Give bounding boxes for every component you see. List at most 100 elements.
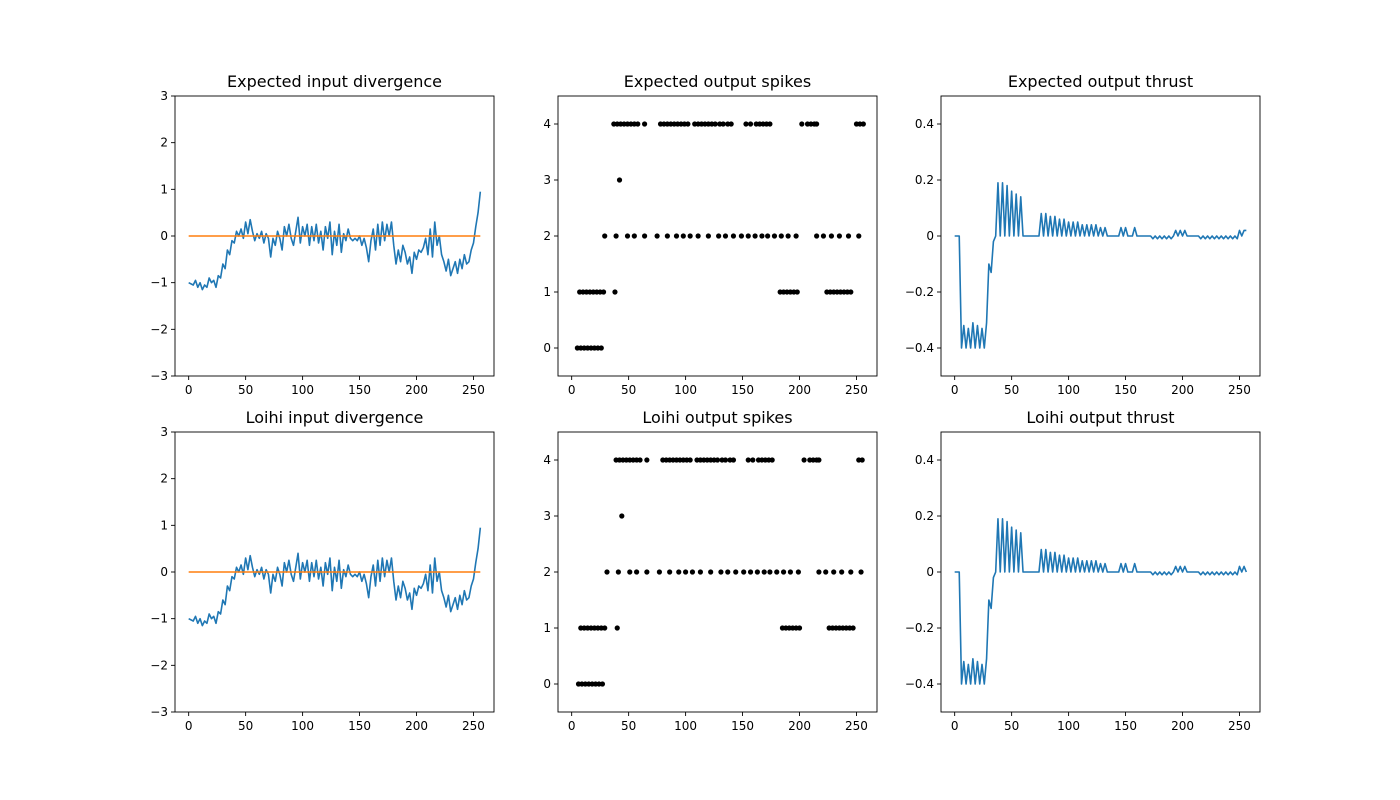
spike-point bbox=[747, 121, 754, 127]
spike-point bbox=[624, 233, 631, 239]
spike-point bbox=[673, 233, 680, 239]
spike-point bbox=[656, 569, 663, 575]
spike-point bbox=[793, 233, 799, 239]
spike-point bbox=[644, 569, 650, 575]
x-tick-label: 150 bbox=[731, 719, 754, 733]
y-tick-label: 4 bbox=[543, 117, 551, 131]
x-tick-label: 200 bbox=[405, 719, 428, 733]
spike-point bbox=[820, 233, 827, 239]
spike-point bbox=[836, 233, 843, 239]
y-tick-label: 3 bbox=[543, 509, 551, 523]
y-tick-label: −0.4 bbox=[905, 341, 934, 355]
spike-point bbox=[635, 121, 641, 127]
x-tick-label: 0 bbox=[568, 383, 576, 397]
plot-area bbox=[954, 182, 1247, 349]
subplot-2: Expected output spikes 0 50 100 150 200 250 0 1 2… bbox=[543, 72, 878, 397]
spike-point bbox=[752, 233, 758, 239]
subplot-4: Loihi input divergence 0 50 100 150 200 250 −3 −… bbox=[150, 408, 495, 733]
x-tick-label: 0 bbox=[185, 383, 193, 397]
spike-point bbox=[599, 681, 606, 687]
spike-point bbox=[816, 569, 822, 575]
spike-point bbox=[733, 569, 739, 575]
spike-point bbox=[602, 233, 608, 239]
x-tick-label: 250 bbox=[462, 719, 485, 733]
spike-point bbox=[816, 457, 822, 463]
spike-point bbox=[780, 569, 787, 575]
y-tick-label: 0 bbox=[926, 229, 934, 243]
x-tick-label: 200 bbox=[788, 719, 811, 733]
plot-area bbox=[575, 457, 865, 687]
spike-point bbox=[600, 289, 607, 295]
subplot-6: Loihi output thrust 0 50 100 150 200 250 −0.4 −0… bbox=[905, 408, 1261, 733]
subplot-title: Expected output spikes bbox=[624, 72, 811, 91]
x-tick-label: 150 bbox=[348, 719, 371, 733]
spike-point bbox=[767, 569, 773, 575]
x-tick-label: 100 bbox=[674, 383, 697, 397]
spike-point bbox=[627, 569, 633, 575]
spike-point bbox=[785, 233, 791, 239]
spike-point bbox=[725, 569, 731, 575]
x-tick-label: 50 bbox=[238, 719, 253, 733]
spike-point bbox=[778, 233, 784, 239]
y-tick-label: 0.2 bbox=[915, 173, 934, 187]
spike-point bbox=[712, 121, 718, 127]
spike-point bbox=[667, 569, 673, 575]
y-tick-label: 0 bbox=[543, 341, 551, 355]
x-tick-label: 100 bbox=[291, 719, 314, 733]
spike-point bbox=[795, 569, 801, 575]
spike-point bbox=[708, 569, 714, 575]
spike-point bbox=[598, 345, 604, 351]
y-tick-label: 1 bbox=[160, 518, 168, 532]
spike-point bbox=[685, 121, 691, 127]
y-tick-label: 3 bbox=[160, 89, 168, 103]
spike-point bbox=[738, 233, 745, 239]
x-tick-label: 200 bbox=[405, 383, 428, 397]
spike-point bbox=[687, 457, 693, 463]
spike-point bbox=[831, 569, 837, 575]
y-tick-label: 3 bbox=[160, 425, 168, 439]
y-tick-label: −0.4 bbox=[905, 677, 934, 691]
y-tick-label: −3 bbox=[150, 705, 168, 719]
spike-point bbox=[614, 625, 620, 631]
spike-point bbox=[848, 289, 854, 295]
spike-point bbox=[631, 233, 637, 239]
spike-point bbox=[722, 457, 729, 463]
spike-point bbox=[613, 233, 619, 239]
spike-point bbox=[771, 233, 778, 239]
spike-point bbox=[765, 233, 771, 239]
x-tick-label: 250 bbox=[845, 383, 868, 397]
subplot-1: Expected input divergence 0 50 100 150 200 250… bbox=[150, 72, 495, 397]
spike-point bbox=[718, 569, 724, 575]
spike-point bbox=[741, 569, 747, 575]
spike-point bbox=[683, 569, 689, 575]
series-line-1 bbox=[954, 182, 1247, 349]
series-line-1 bbox=[188, 191, 482, 291]
x-tick-label: 150 bbox=[1114, 383, 1137, 397]
spike-point bbox=[728, 121, 734, 127]
x-tick-label: 100 bbox=[1057, 719, 1080, 733]
spike-point bbox=[730, 457, 737, 463]
x-tick-label: 50 bbox=[238, 383, 253, 397]
spike-point bbox=[730, 233, 737, 239]
spike-point bbox=[714, 457, 721, 463]
spike-point bbox=[676, 569, 682, 575]
plot-area bbox=[188, 527, 482, 627]
y-tick-label: 2 bbox=[160, 472, 168, 486]
y-tick-label: 1 bbox=[543, 621, 551, 635]
y-tick-label: 2 bbox=[160, 136, 168, 150]
spike-point bbox=[664, 233, 670, 239]
spike-point bbox=[634, 569, 640, 575]
subplot-title: Loihi input divergence bbox=[246, 408, 424, 427]
subplot-title: Loihi output thrust bbox=[1026, 408, 1174, 427]
x-tick-label: 100 bbox=[674, 719, 697, 733]
y-tick-label: −1 bbox=[150, 276, 168, 290]
x-tick-label: 50 bbox=[621, 719, 636, 733]
y-tick-label: −1 bbox=[150, 612, 168, 626]
plot-area bbox=[574, 121, 866, 351]
y-tick-label: 0 bbox=[543, 677, 551, 691]
spike-point bbox=[767, 121, 773, 127]
x-tick-label: 250 bbox=[1228, 719, 1251, 733]
x-tick-label: 0 bbox=[568, 719, 576, 733]
spike-point bbox=[860, 121, 866, 127]
